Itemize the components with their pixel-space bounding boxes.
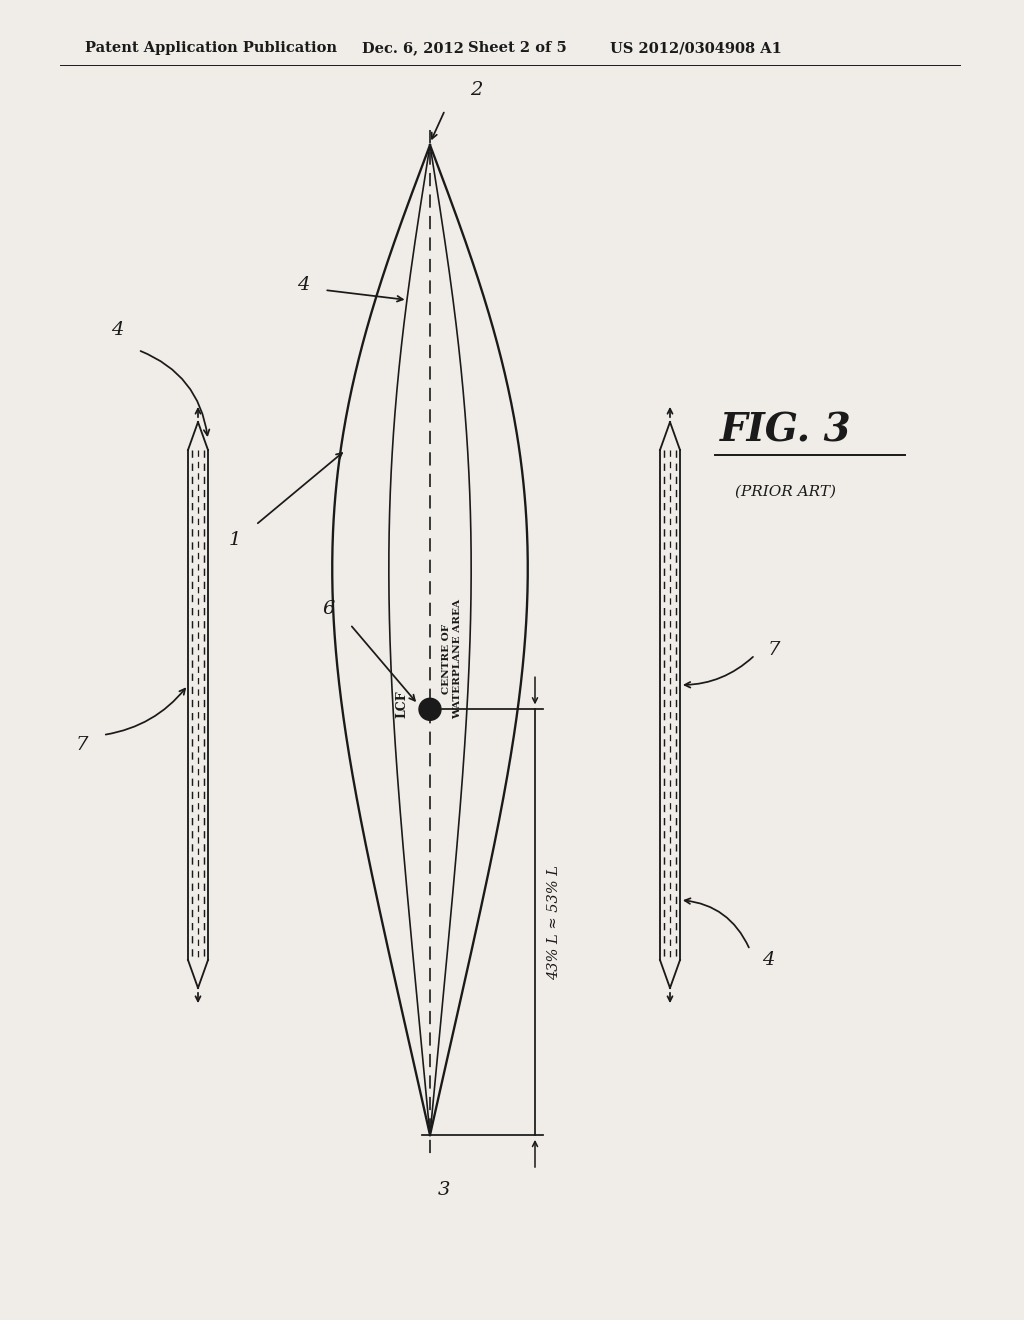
Text: Dec. 6, 2012: Dec. 6, 2012: [362, 41, 464, 55]
Text: 6: 6: [323, 601, 335, 618]
Text: 7: 7: [76, 737, 88, 754]
Text: 2: 2: [470, 81, 482, 99]
Text: Sheet 2 of 5: Sheet 2 of 5: [468, 41, 566, 55]
Text: FIG. 3: FIG. 3: [720, 412, 852, 450]
Text: 4: 4: [111, 321, 123, 339]
Text: (PRIOR ART): (PRIOR ART): [735, 484, 836, 499]
Text: CENTRE OF
WATERPLANE AREA: CENTRE OF WATERPLANE AREA: [442, 599, 462, 719]
Text: 3: 3: [438, 1181, 451, 1199]
Text: 7: 7: [768, 642, 780, 659]
Text: 4: 4: [297, 276, 309, 294]
Text: 4: 4: [762, 950, 774, 969]
Text: LCF: LCF: [395, 690, 408, 718]
Text: Patent Application Publication: Patent Application Publication: [85, 41, 337, 55]
Text: 1: 1: [228, 531, 241, 549]
Text: 43% L ≈ 53% L: 43% L ≈ 53% L: [547, 865, 561, 979]
Text: US 2012/0304908 A1: US 2012/0304908 A1: [610, 41, 782, 55]
Circle shape: [419, 698, 441, 721]
